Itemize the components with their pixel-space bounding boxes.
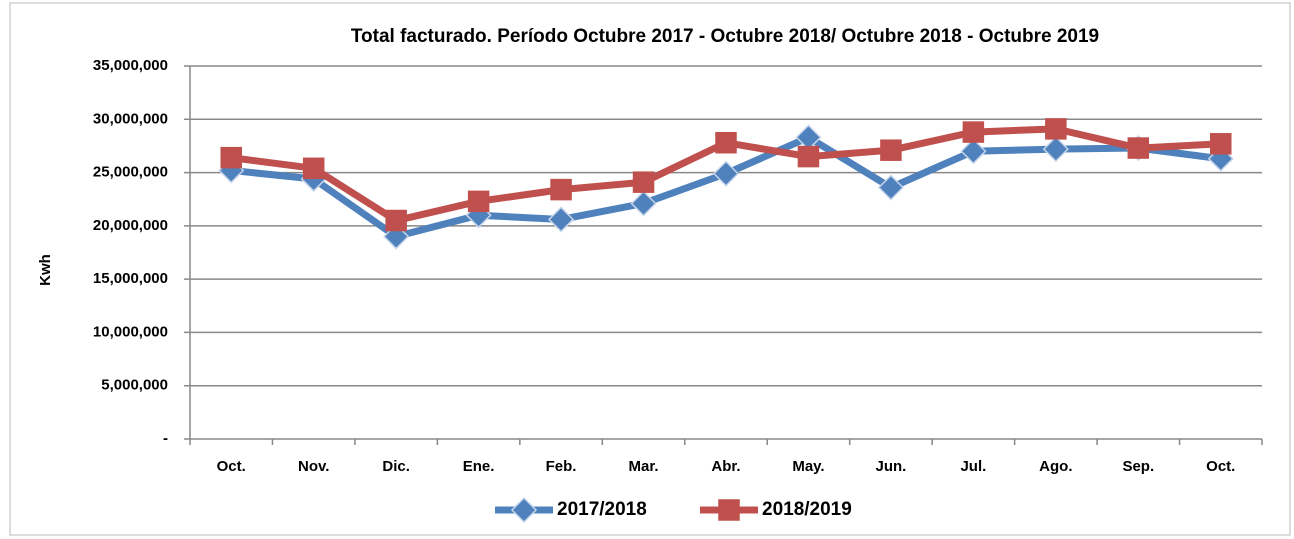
- marker: [630, 190, 657, 217]
- marker: [1042, 136, 1069, 163]
- y-axis-label: Kwh: [37, 254, 54, 286]
- y-tick-label: 15,000,000: [93, 270, 168, 287]
- y-tick-label: 10,000,000: [93, 323, 168, 340]
- y-tick-label: 30,000,000: [93, 110, 168, 127]
- marker: [797, 145, 820, 168]
- x-tick-label: Jun.: [876, 458, 907, 475]
- marker: [548, 206, 575, 233]
- y-tick-label: 25,000,000: [93, 164, 168, 181]
- marker: [220, 146, 242, 169]
- x-tick-label: Oct.: [1206, 458, 1235, 475]
- x-tick-label: Abr.: [711, 458, 740, 475]
- marker: [880, 139, 902, 161]
- y-tick-label: 5,000,000: [101, 377, 168, 394]
- marker: [1045, 118, 1067, 140]
- marker: [877, 174, 904, 201]
- x-tick-label: Ago.: [1039, 458, 1072, 475]
- marker: [467, 190, 490, 213]
- marker: [960, 138, 987, 165]
- y-tick-label: 20,000,000: [93, 217, 168, 234]
- marker: [385, 209, 407, 232]
- marker: [510, 496, 538, 524]
- marker: [715, 131, 737, 154]
- x-tick-label: May.: [792, 458, 824, 475]
- x-tick-label: Sep.: [1122, 458, 1154, 475]
- x-tick-label: Mar.: [629, 458, 659, 475]
- y-tick-label: 35,000,000: [93, 57, 168, 74]
- marker: [712, 160, 740, 187]
- marker: [718, 499, 740, 521]
- legend-label: 2018/2019: [762, 499, 852, 520]
- y-tick-label: -: [163, 430, 168, 447]
- marker: [962, 121, 985, 143]
- marker: [550, 178, 572, 201]
- x-tick-label: Dic.: [382, 458, 410, 475]
- chart-frame: [9, 2, 1291, 536]
- marker: [302, 157, 325, 180]
- x-tick-label: Oct.: [217, 458, 246, 475]
- x-tick-label: Ene.: [463, 458, 495, 475]
- x-tick-label: Nov.: [298, 458, 329, 475]
- x-tick-label: Jul.: [960, 458, 986, 475]
- x-tick-label: Feb.: [546, 458, 577, 475]
- chart-title: Total facturado. Período Octubre 2017 - …: [351, 26, 1099, 47]
- marker: [632, 171, 655, 193]
- marker: [1127, 137, 1150, 159]
- legend-label: 2017/2018: [557, 499, 647, 520]
- marker: [1210, 133, 1232, 155]
